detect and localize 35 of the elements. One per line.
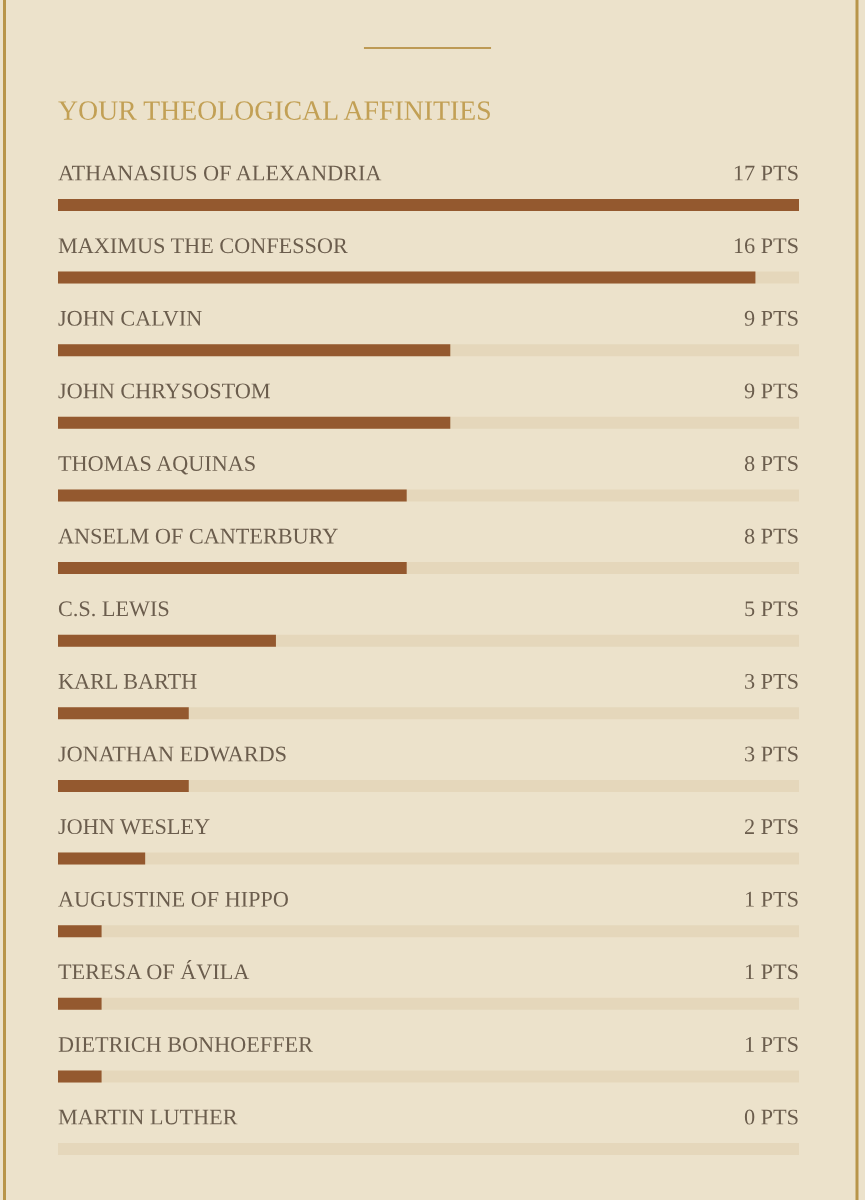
y-tick-label: ANSELM OF CANTERBURY [58,528,338,544]
data-label: 3 PTS [745,673,798,689]
data-label: 16 PTS [734,238,798,254]
data-label: 1 PTS [746,1037,798,1052]
data-label: 17 PTS [734,165,798,181]
y-tick-label: JOHN CALVIN [58,310,202,326]
y-tick-label: DIETRICH BONHOEFFER [58,1037,313,1052]
bar [58,1070,102,1083]
y-tick-label: THOMAS AQUINAS [58,456,255,475]
y-tick-label: C.S. LEWIS [58,601,169,617]
y-tick-label: JOHN WESLEY [58,819,210,835]
chart-title: YOUR THEOLOGICAL AFFINITIES [58,101,490,120]
y-tick-label: MAXIMUS THE CONFESSOR [58,238,348,254]
data-label: 8 PTS [744,456,798,472]
y-tick-label: JOHN CHRYSOSTOM [58,383,270,399]
data-label: 9 PTS [744,310,798,326]
y-tick-label: ATHANASIUS OF ALEXANDRIA [58,165,382,181]
bar [58,852,146,865]
bar [58,707,189,720]
bar [58,925,102,938]
bar [58,779,189,792]
data-label: 0 PTS [744,1109,798,1125]
data-label: 9 PTS [744,383,798,399]
data-label: 1 PTS [746,964,798,980]
y-tick-label: MARTIN LUTHER [58,1109,238,1125]
data-label: 1 PTS [746,891,798,907]
y-tick-label: JONATHAN EDWARDS [58,746,286,762]
y-tick-label: AUGUSTINE OF HIPPO [58,891,288,907]
y-tick-label: TERESA OF ÁVILA [58,960,250,980]
data-label: 3 PTS [745,746,798,762]
data-label: 2 PTS [745,819,798,835]
data-label: 8 PTS [744,528,798,544]
data-label: 5 PTS [745,601,798,617]
bar [58,997,102,1010]
y-tick-label: KARL BARTH [58,673,197,689]
